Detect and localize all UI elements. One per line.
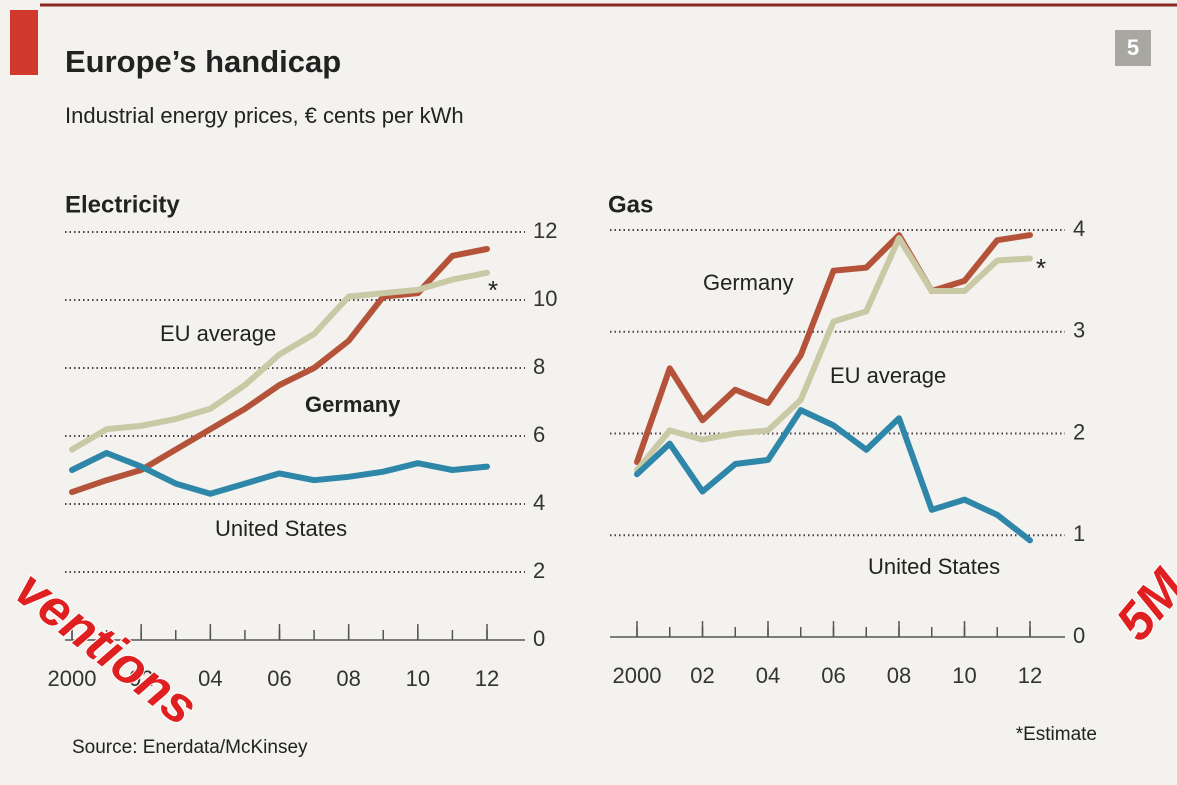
x-tick-label: 06	[821, 663, 845, 688]
series-line	[634, 407, 1033, 544]
y-tick-label: 6	[533, 422, 545, 447]
badge-box	[1115, 30, 1151, 66]
series-line	[69, 450, 490, 497]
x-tick-label: 12	[1018, 663, 1042, 688]
series-line	[69, 246, 490, 496]
source: Source: Enerdata/McKinsey	[72, 737, 308, 758]
series-label: Germany	[703, 270, 793, 295]
x-tick-label: 2000	[48, 666, 97, 691]
footnote: *Estimate	[1016, 724, 1097, 745]
x-tick-label: 06	[267, 666, 291, 691]
x-tick-label: 08	[336, 666, 360, 691]
x-tick-label: 04	[198, 666, 222, 691]
series-label: Germany	[305, 392, 401, 417]
y-tick-label: 2	[1073, 419, 1085, 444]
estimate-marker: *	[1036, 253, 1046, 283]
y-tick-label: 2	[533, 558, 545, 583]
subtitle: Industrial energy prices, € cents per kW…	[65, 103, 464, 128]
red-tab	[10, 10, 38, 75]
series-line	[69, 269, 490, 453]
x-tick-label: 02	[129, 666, 153, 691]
badge: 5	[1127, 35, 1139, 60]
panel-title: Gas	[608, 191, 653, 218]
x-tick-label: 10	[952, 663, 976, 688]
chart-title: Europe’s handicap	[65, 44, 341, 79]
panel-title: Electricity	[65, 191, 180, 218]
y-tick-label: 0	[533, 626, 545, 651]
y-tick-label: 8	[533, 354, 545, 379]
y-tick-label: 0	[1073, 623, 1085, 648]
series-label: EU average	[830, 363, 946, 388]
x-tick-label: 10	[406, 666, 430, 691]
y-tick-label: 1	[1073, 521, 1085, 546]
x-tick-label: 2000	[613, 663, 662, 688]
y-tick-label: 3	[1073, 318, 1085, 343]
series-line	[634, 232, 1033, 465]
y-tick-label: 4	[1073, 216, 1085, 241]
y-tick-label: 10	[533, 286, 557, 311]
x-tick-label: 04	[756, 663, 780, 688]
estimate-marker: *	[488, 275, 498, 305]
series-label: United States	[215, 516, 347, 541]
y-tick-label: 12	[533, 218, 557, 243]
series-label: United States	[868, 554, 1000, 579]
x-tick-label: 12	[475, 666, 499, 691]
x-tick-label: 08	[887, 663, 911, 688]
series-line	[634, 235, 1033, 474]
y-tick-label: 4	[533, 490, 545, 515]
x-tick-label: 02	[690, 663, 714, 688]
series-label: EU average	[160, 321, 276, 346]
